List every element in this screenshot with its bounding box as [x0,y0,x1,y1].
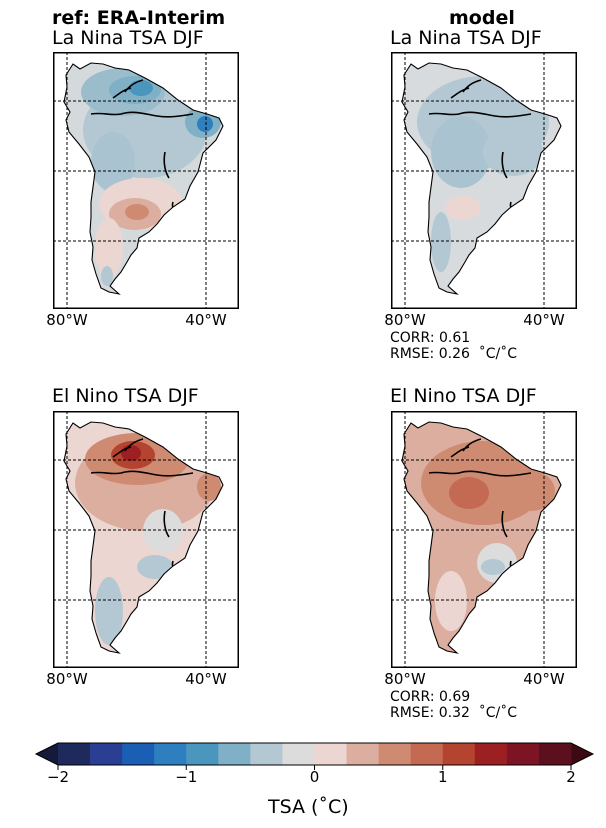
lon-tick-label: 80°W [384,670,426,688]
colorbar-segment [122,743,155,765]
map-plot [53,411,239,668]
colorbar-label: TSA (˚C) [268,796,349,818]
anomaly-contour [445,196,481,220]
colorbar-segment [186,743,219,765]
anomaly-contour [143,509,183,553]
river-line [450,87,470,99]
anomaly-contour [125,204,149,220]
map-frame [53,52,239,309]
colorbar-segment [410,743,444,765]
colorbar [34,742,595,770]
panel-stats: CORR: 0.61 RMSE: 0.26 ˚C/˚C [390,330,517,362]
anomaly-contour [481,559,505,575]
lon-tick-label: 80°W [384,311,426,329]
column-header-model: model [449,7,515,29]
river-line [90,111,194,118]
rmse-value: RMSE: 0.26 ˚C/˚C [390,346,518,362]
river-line [428,111,532,118]
anomaly-contour [197,116,213,132]
colorbar-tick-label: 2 [566,768,576,786]
anomaly-contour [431,116,491,188]
river-line [112,87,132,99]
map-plot [53,52,239,309]
anomaly-contour [137,555,173,579]
colorbar-tick-label: −2 [46,768,70,786]
colorbar-segment [378,743,412,765]
anomaly-contour [91,132,135,192]
colorbar-segment [90,743,123,765]
colorbar-segment [506,743,540,765]
colorbar-segment [218,743,251,765]
panel-title: El Nino TSA DJF [390,385,537,407]
colorbar-segment [346,743,380,765]
lon-tick-label: 40°W [523,670,565,688]
anomaly-field [64,63,223,294]
coastline [63,62,224,295]
colorbar-tick-label: 0 [309,768,320,786]
river-line [501,151,508,179]
colorbar-segment [314,743,348,765]
anomaly-contour [431,212,451,272]
panel-title: La Nina TSA DJF [52,27,204,49]
river-line [428,470,532,477]
colorbar-ticks: −2 −1 0 1 2 [0,768,606,790]
map-frame [53,411,239,668]
lon-tick-label: 40°W [185,670,227,688]
corr-value: CORR: 0.69 [390,689,471,705]
colorbar-segment [250,743,283,765]
river-line [501,510,508,538]
anomaly-field [64,422,223,653]
map-plot [391,52,577,309]
colorbar-segment [474,743,508,765]
anomaly-contour [95,218,123,278]
anomaly-contour [435,571,467,631]
coastline [63,421,224,654]
river-line [90,470,194,477]
anomaly-contour [129,80,153,96]
column-header-ref: ref: ERA-Interim [52,7,226,29]
river-line [163,510,170,538]
corr-value: CORR: 0.61 [390,330,471,346]
anomaly-contour [449,477,489,509]
lon-tick-label: 80°W [46,311,88,329]
colorbar-tick-label: 1 [437,768,448,786]
anomaly-field [402,63,561,294]
anomaly-contour [95,577,123,645]
panel-title: La Nina TSA DJF [390,27,542,49]
lon-tick-label: 40°W [523,311,565,329]
panel-stats: CORR: 0.69 RMSE: 0.32 ˚C/˚C [390,689,517,721]
anomaly-contour [483,128,543,176]
map-frame [391,52,577,309]
colorbar-extend-low [36,743,58,765]
anomaly-contour [101,266,113,286]
anomaly-contour [197,473,221,501]
river-line [450,446,470,458]
map-plot [391,411,577,668]
colorbar-segment [154,743,187,765]
coastline [401,421,562,654]
river-line [163,151,170,179]
colorbar-graphic [34,742,595,770]
panel-title: El Nino TSA DJF [52,385,199,407]
lon-tick-label: 40°W [185,311,227,329]
rmse-value: RMSE: 0.32 ˚C/˚C [390,705,518,721]
river-line [112,446,132,458]
colorbar-extend-high [571,743,593,765]
colorbar-segment [538,743,572,765]
colorbar-segment [442,743,476,765]
anomaly-field [402,422,561,653]
colorbar-segment [58,743,91,765]
anomaly-contour [507,471,555,511]
coastline [401,62,562,295]
colorbar-tick-label: −1 [175,768,198,786]
colorbar-segment [282,743,315,765]
lon-tick-label: 80°W [46,670,88,688]
map-frame [391,411,577,668]
